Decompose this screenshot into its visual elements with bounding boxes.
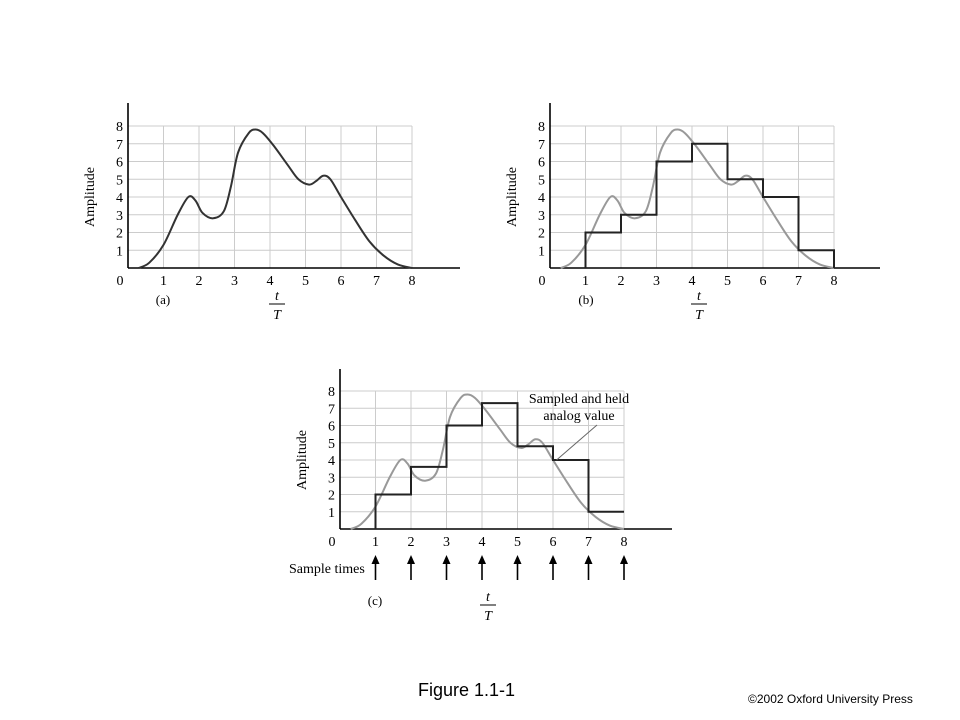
x-label-denominator: T	[695, 308, 704, 323]
y-tick-label: 6	[328, 420, 335, 435]
arrow-head-icon	[620, 555, 628, 564]
y-tick-label: 6	[116, 156, 123, 171]
arrow-head-icon	[513, 555, 522, 564]
arrow-head-icon	[549, 555, 557, 564]
panel-label: (a)	[156, 292, 170, 307]
x-label-denominator: T	[273, 308, 282, 323]
y-tick-label: 2	[116, 227, 123, 242]
arrow-head-icon	[371, 555, 380, 564]
y-tick-label: 5	[328, 437, 335, 452]
copyright-notice: ©2002 Oxford University Press	[748, 692, 913, 706]
y-tick-label: 8	[328, 385, 335, 400]
x-tick-label: 3	[443, 535, 450, 550]
x-tick-label: 6	[338, 274, 345, 289]
x-tick-label: 6	[760, 274, 767, 289]
x-tick-label: 6	[550, 535, 557, 550]
y-axis-label: Amplitude	[505, 167, 520, 227]
y-tick-label: 2	[538, 227, 545, 242]
x-tick-label: 0	[539, 274, 546, 289]
x-tick-label: 1	[372, 535, 379, 550]
x-tick-label: 1	[160, 274, 167, 289]
x-tick-label: 4	[689, 274, 696, 289]
x-tick-label: 3	[231, 274, 238, 289]
annotation-line-1: Sampled and held	[529, 392, 629, 407]
x-label-numerator: t	[486, 590, 491, 605]
arrow-head-icon	[442, 555, 451, 564]
x-tick-label: 4	[267, 274, 274, 289]
x-tick-label: 8	[409, 274, 416, 289]
y-tick-label: 7	[116, 138, 123, 153]
panel-label: (c)	[368, 593, 382, 608]
analog-signal-curve	[350, 393, 625, 530]
y-tick-label: 1	[538, 244, 545, 259]
panel-label: (b)	[578, 292, 593, 307]
chart-panel-3: 1 2 3 4 5 6 7 8 0 1 2 3 4 5 6 7 8 Amplitude (c) tT Sampled a…	[289, 369, 672, 624]
x-tick-label: 8	[621, 535, 628, 550]
x-tick-label: 1	[582, 274, 589, 289]
y-tick-label: 3	[116, 209, 123, 224]
analog-signal-curve	[560, 128, 835, 269]
y-tick-label: 2	[328, 489, 335, 504]
x-tick-label: 5	[302, 274, 309, 289]
x-tick-label: 2	[196, 274, 203, 289]
y-tick-label: 3	[538, 209, 545, 224]
y-tick-label: 7	[538, 138, 545, 153]
x-tick-label: 7	[795, 274, 802, 289]
x-label-numerator: t	[697, 289, 702, 304]
y-tick-label: 8	[116, 120, 123, 135]
y-tick-label: 1	[116, 244, 123, 259]
y-tick-label: 3	[328, 471, 335, 486]
sample-hold-staircase	[584, 142, 835, 268]
arrow-head-icon	[407, 555, 415, 564]
y-axis-label: Amplitude	[83, 167, 98, 227]
x-label-denominator: T	[484, 609, 493, 624]
x-tick-label: 7	[585, 535, 592, 550]
analog-signal-curve	[138, 128, 413, 269]
y-tick-label: 5	[116, 173, 123, 188]
annotation-leader-line	[556, 424, 598, 461]
chart-panel-2: 1 2 3 4 5 6 7 8 0 1 2 3 4 5 6 7 8 Amplitude (b) tT	[505, 103, 880, 323]
y-tick-label: 4	[116, 191, 123, 206]
x-tick-label: 0	[117, 274, 124, 289]
chart-panel-1: 1 2 3 4 5 6 7 8 0 1 2 3 4 5 6 7 8 Amplitude (a) tT	[83, 103, 460, 323]
y-tick-label: 5	[538, 173, 545, 188]
x-tick-label: 3	[653, 274, 660, 289]
x-tick-label: 7	[373, 274, 380, 289]
arrow-head-icon	[584, 555, 593, 564]
y-tick-label: 4	[328, 454, 335, 469]
x-tick-label: 8	[831, 274, 838, 289]
x-tick-label: 2	[408, 535, 415, 550]
y-tick-label: 6	[538, 156, 545, 171]
y-tick-label: 7	[328, 402, 335, 417]
x-tick-label: 2	[618, 274, 625, 289]
x-tick-label: 0	[329, 535, 336, 550]
y-axis-label: Amplitude	[295, 430, 310, 490]
x-label-numerator: t	[275, 289, 280, 304]
sample-hold-staircase	[374, 402, 624, 529]
x-tick-label: 5	[514, 535, 521, 550]
figure-caption: Figure 1.1-1	[418, 680, 516, 700]
y-tick-label: 4	[538, 191, 545, 206]
sample-times-label: Sample times	[289, 562, 365, 577]
y-tick-label: 8	[538, 120, 545, 135]
annotation-line-2: analog value	[543, 409, 614, 424]
x-tick-label: 5	[724, 274, 731, 289]
y-tick-label: 1	[328, 506, 335, 521]
arrow-head-icon	[478, 555, 486, 564]
x-tick-label: 4	[479, 535, 486, 550]
